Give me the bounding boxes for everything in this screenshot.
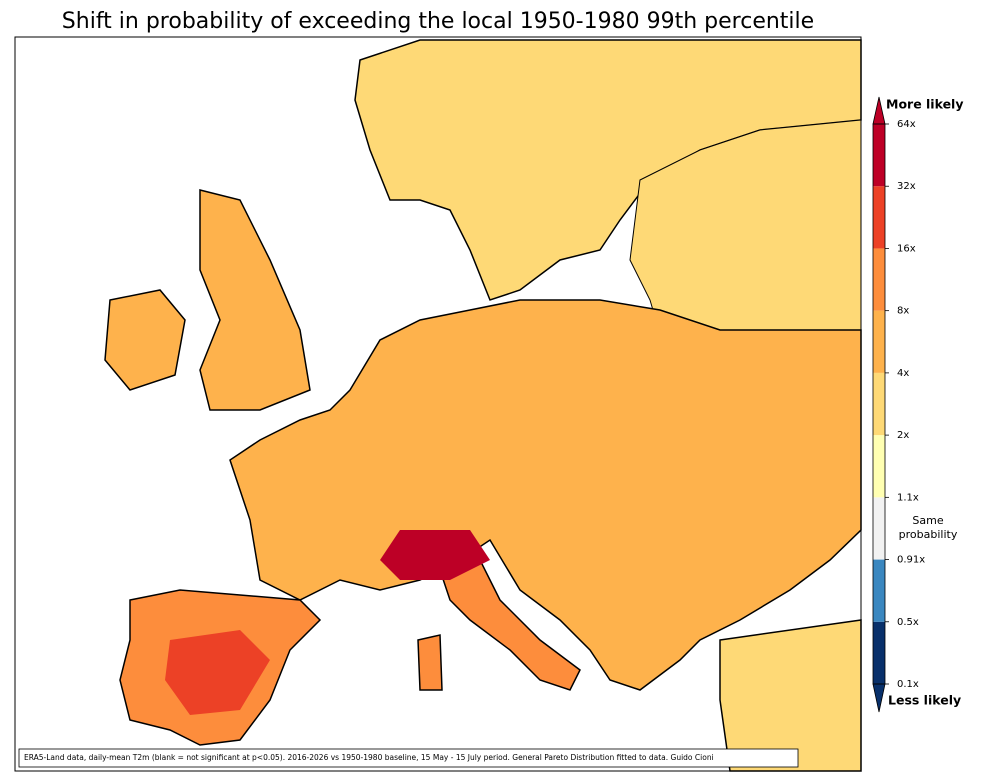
colorbar-tick-label: 16x <box>897 243 916 254</box>
colorbar-band <box>873 372 885 436</box>
colorbar-tick-label: 0.1x <box>897 679 919 690</box>
land-sardinia <box>417 634 443 691</box>
colorbar-tick-label: 8x <box>897 306 909 317</box>
land-turkey <box>719 619 862 772</box>
colorbar-tick-label: 4x <box>897 368 909 379</box>
hot-iberia <box>165 630 270 715</box>
colorbar-tick-label: 32x <box>897 181 916 192</box>
colorbar-middle-label: Same probability <box>898 514 958 541</box>
footnote-box <box>18 748 799 768</box>
colorbar-top-label: More likely <box>886 97 963 112</box>
footnote: ERA5-Land data, daily-mean T2m (blank = … <box>24 753 714 762</box>
colorbar-band <box>873 435 885 498</box>
colorbar-band <box>873 621 885 684</box>
colorbar-tick-label: 2x <box>897 430 909 441</box>
map <box>14 36 862 772</box>
colorbar-bottom-label: Less likely <box>888 693 961 708</box>
title: Shift in probability of exceeding the lo… <box>62 9 814 34</box>
land-britain <box>199 189 311 411</box>
colorbar-tick-label: 0.5x <box>897 617 919 628</box>
colorbar-band <box>873 310 885 373</box>
hot-alps <box>380 530 490 580</box>
colorbar-over <box>872 96 886 125</box>
colorbar-under <box>872 683 886 713</box>
colorbar-tick-label: 0.91x <box>897 555 925 566</box>
land-italy <box>439 559 581 691</box>
colorbar: 0.1x 0.5x 0.91x 1.1x 2x 4x 8x 16x 32x 64x <box>872 96 925 713</box>
land-ireland <box>104 289 186 391</box>
colorbar-band <box>873 497 885 560</box>
colorbar-tick-label: 64x <box>897 119 916 130</box>
colorbar-outline <box>872 123 886 685</box>
land-continent <box>229 299 862 691</box>
colorbar-band <box>873 559 885 622</box>
colorbar-band <box>873 124 885 187</box>
colorbar-band <box>873 248 885 311</box>
colorbar-tick-label: 1.1x <box>897 492 919 503</box>
colorbar-band <box>873 186 885 249</box>
map-frame <box>14 36 862 772</box>
